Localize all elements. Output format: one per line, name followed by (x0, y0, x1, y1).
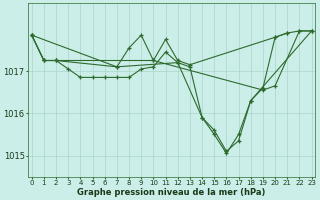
X-axis label: Graphe pression niveau de la mer (hPa): Graphe pression niveau de la mer (hPa) (77, 188, 266, 197)
